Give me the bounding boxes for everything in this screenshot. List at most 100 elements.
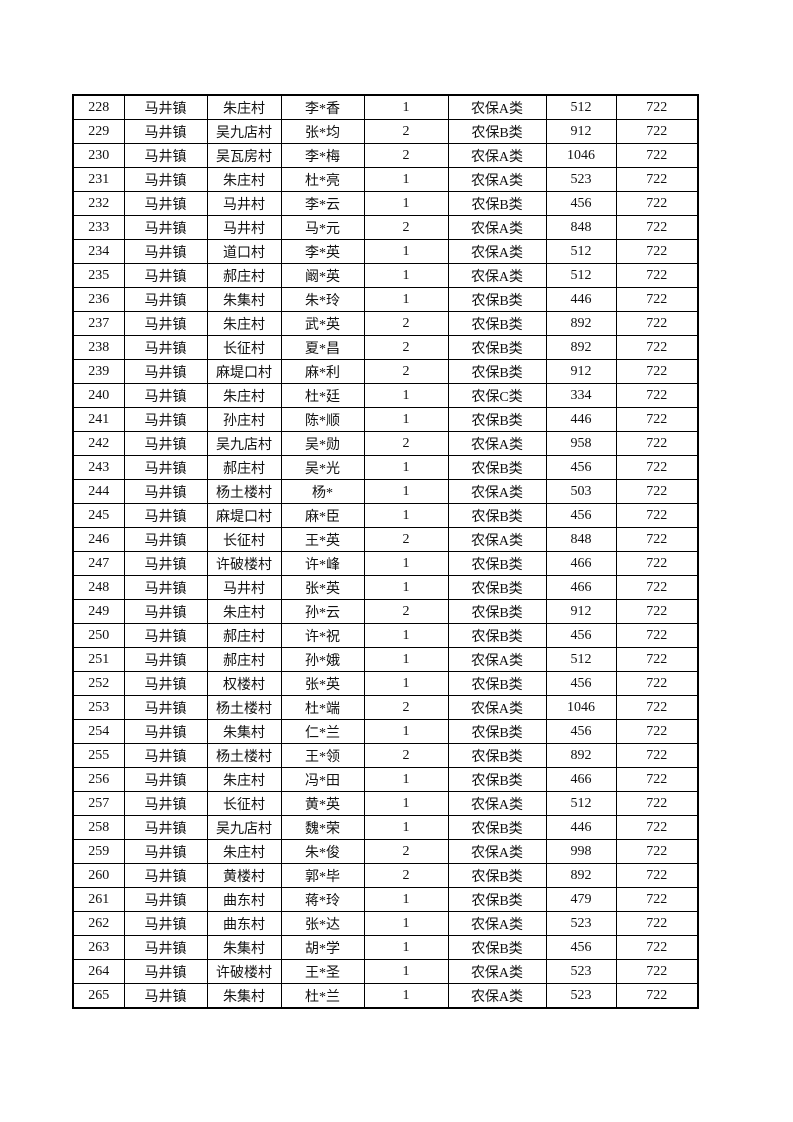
person-name: 张*英: [280, 671, 365, 696]
amount: 523: [545, 983, 617, 1009]
row-number: 255: [72, 743, 125, 768]
person-name: 杨*: [280, 479, 365, 504]
standard: 722: [615, 767, 699, 792]
amount: 466: [545, 575, 617, 600]
person-name: 蒋*玲: [280, 887, 365, 912]
standard: 722: [615, 647, 699, 672]
village: 朱庄村: [206, 311, 282, 336]
town: 马井镇: [123, 479, 208, 504]
standard: 722: [615, 479, 699, 504]
town: 马井镇: [123, 335, 208, 360]
town: 马井镇: [123, 263, 208, 288]
town: 马井镇: [123, 383, 208, 408]
amount: 998: [545, 839, 617, 864]
table-row: 233 马井镇 马井村 马*元 2 农保A类 848 722: [72, 215, 699, 240]
insurance-type: 农保B类: [447, 335, 547, 360]
household-count: 1: [363, 935, 449, 960]
insurance-type: 农保A类: [447, 911, 547, 936]
town: 马井镇: [123, 743, 208, 768]
table-row: 253 马井镇 杨土楼村 杜*端 2 农保A类 1046 722: [72, 695, 699, 720]
town: 马井镇: [123, 215, 208, 240]
village: 马井村: [206, 575, 282, 600]
row-number: 241: [72, 407, 125, 432]
row-number: 253: [72, 695, 125, 720]
household-count: 2: [363, 143, 449, 168]
amount: 512: [545, 239, 617, 264]
village: 朱庄村: [206, 94, 282, 120]
village: 长征村: [206, 527, 282, 552]
table-row: 235 马井镇 郝庄村 阚*英 1 农保A类 512 722: [72, 263, 699, 288]
amount: 456: [545, 935, 617, 960]
village: 朱庄村: [206, 167, 282, 192]
insurance-type: 农保B类: [447, 623, 547, 648]
row-number: 243: [72, 455, 125, 480]
household-count: 1: [363, 383, 449, 408]
standard: 722: [615, 263, 699, 288]
standard: 722: [615, 695, 699, 720]
row-number: 260: [72, 863, 125, 888]
person-name: 王*圣: [280, 959, 365, 984]
town: 马井镇: [123, 719, 208, 744]
village: 许破楼村: [206, 959, 282, 984]
table-row: 234 马井镇 道口村 李*英 1 农保A类 512 722: [72, 239, 699, 264]
town: 马井镇: [123, 815, 208, 840]
village: 郝庄村: [206, 647, 282, 672]
standard: 722: [615, 935, 699, 960]
amount: 1046: [545, 695, 617, 720]
household-count: 1: [363, 983, 449, 1009]
row-number: 262: [72, 911, 125, 936]
row-number: 245: [72, 503, 125, 528]
amount: 912: [545, 119, 617, 144]
village: 吴九店村: [206, 431, 282, 456]
village: 曲东村: [206, 887, 282, 912]
table-row: 261 马井镇 曲东村 蒋*玲 1 农保B类 479 722: [72, 887, 699, 912]
town: 马井镇: [123, 671, 208, 696]
town: 马井镇: [123, 191, 208, 216]
village: 郝庄村: [206, 623, 282, 648]
amount: 512: [545, 263, 617, 288]
household-count: 1: [363, 767, 449, 792]
insurance-type: 农保A类: [447, 431, 547, 456]
row-number: 228: [72, 94, 125, 120]
person-name: 孙*云: [280, 599, 365, 624]
row-number: 257: [72, 791, 125, 816]
insurance-type: 农保B类: [447, 455, 547, 480]
person-name: 武*英: [280, 311, 365, 336]
standard: 722: [615, 983, 699, 1009]
household-count: 1: [363, 479, 449, 504]
town: 马井镇: [123, 359, 208, 384]
person-name: 李*云: [280, 191, 365, 216]
village: 朱集村: [206, 287, 282, 312]
data-table: 228 马井镇 朱庄村 李*香 1 农保A类 512 722 229 马井镇 吴九店村 张*均 2 农保B…: [72, 94, 699, 1009]
household-count: 2: [363, 215, 449, 240]
town: 马井镇: [123, 935, 208, 960]
row-number: 246: [72, 527, 125, 552]
amount: 466: [545, 767, 617, 792]
village: 吴瓦房村: [206, 143, 282, 168]
standard: 722: [615, 455, 699, 480]
person-name: 夏*昌: [280, 335, 365, 360]
table-row: 259 马井镇 朱庄村 朱*俊 2 农保A类 998 722: [72, 839, 699, 864]
person-name: 黄*英: [280, 791, 365, 816]
insurance-type: 农保B类: [447, 311, 547, 336]
town: 马井镇: [123, 287, 208, 312]
village: 郝庄村: [206, 263, 282, 288]
row-number: 263: [72, 935, 125, 960]
insurance-type: 农保B类: [447, 935, 547, 960]
amount: 446: [545, 407, 617, 432]
household-count: 1: [363, 791, 449, 816]
standard: 722: [615, 431, 699, 456]
table-row: 239 马井镇 麻堤口村 麻*利 2 农保B类 912 722: [72, 359, 699, 384]
town: 马井镇: [123, 983, 208, 1009]
person-name: 杜*端: [280, 695, 365, 720]
amount: 334: [545, 383, 617, 408]
insurance-type: 农保B类: [447, 359, 547, 384]
table-row: 250 马井镇 郝庄村 许*祝 1 农保B类 456 722: [72, 623, 699, 648]
table-row: 246 马井镇 长征村 王*英 2 农保A类 848 722: [72, 527, 699, 552]
household-count: 1: [363, 287, 449, 312]
insurance-type: 农保A类: [447, 479, 547, 504]
household-count: 2: [363, 527, 449, 552]
insurance-type: 农保B类: [447, 551, 547, 576]
person-name: 王*领: [280, 743, 365, 768]
table-row: 242 马井镇 吴九店村 吴*勋 2 农保A类 958 722: [72, 431, 699, 456]
